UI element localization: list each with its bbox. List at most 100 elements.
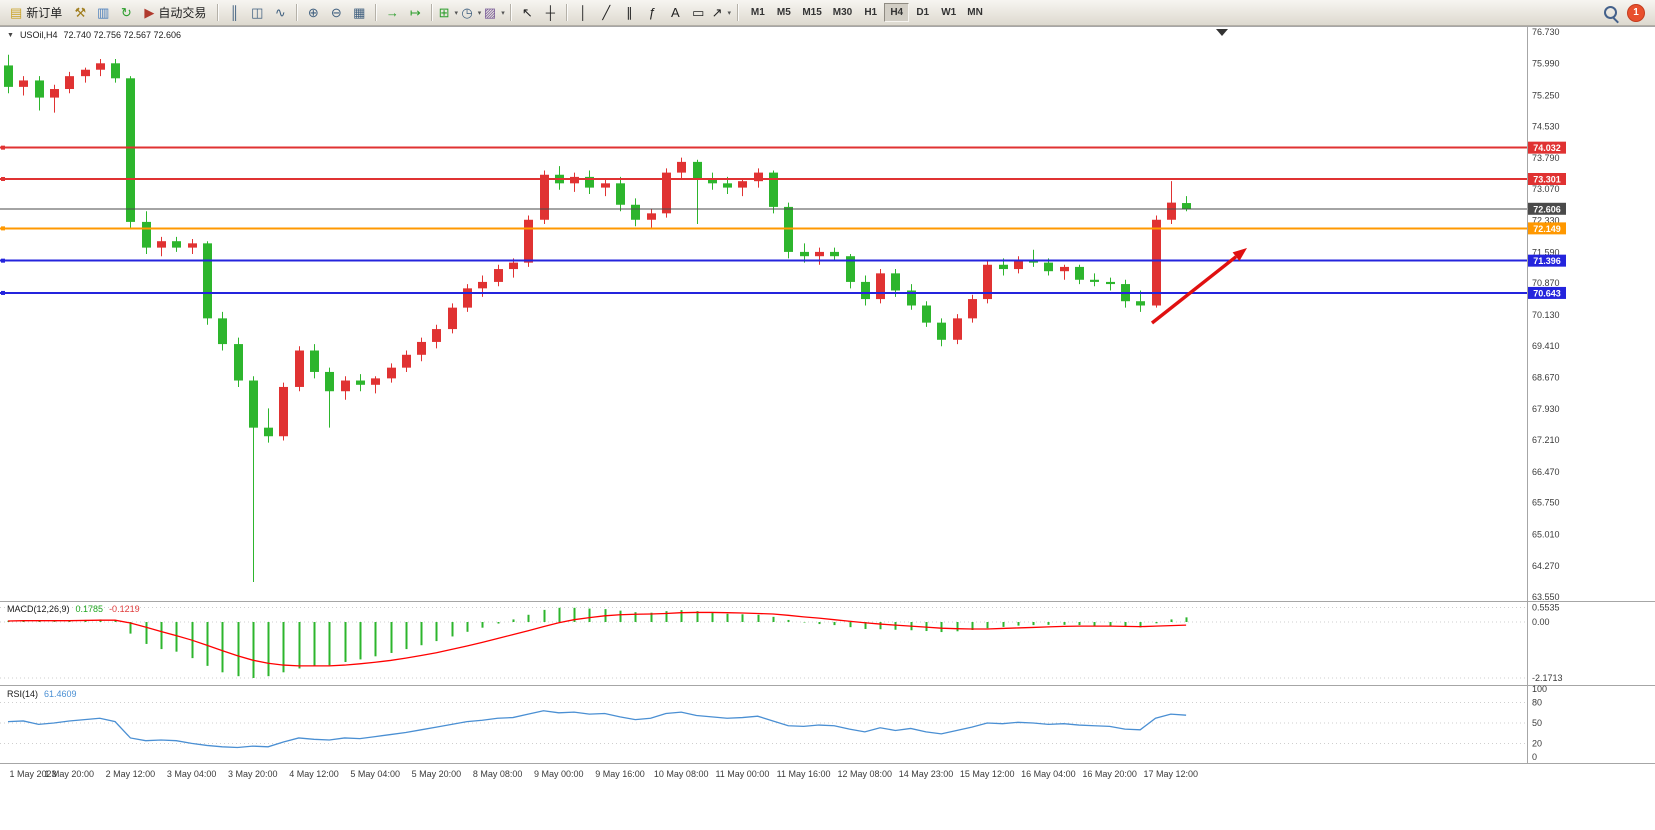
svg-text:3 May 20:00: 3 May 20:00	[228, 769, 278, 779]
market-watch-icon[interactable]: ▥	[92, 2, 114, 23]
timeframe-m15[interactable]: M15	[797, 3, 826, 22]
vertical-line-icon: │	[579, 5, 588, 20]
svg-text:4 May 12:00: 4 May 12:00	[289, 769, 339, 779]
crosshair-icon: ┼	[545, 5, 555, 20]
timeframe-m30[interactable]: M30	[828, 3, 857, 22]
chart-shift-marker[interactable]	[1216, 29, 1228, 36]
cursor-icon[interactable]: ↖	[516, 2, 538, 23]
zoom-out-icon[interactable]: ⊖	[325, 2, 347, 23]
dropdown-caret-icon: ▾	[477, 9, 482, 17]
svg-text:72.330: 72.330	[1532, 216, 1560, 226]
toolbar-separator	[296, 4, 298, 21]
auto-scroll-icon: →	[385, 5, 399, 20]
svg-text:80: 80	[1532, 698, 1542, 708]
timeframe-m1[interactable]: M1	[745, 3, 770, 22]
pivot-line-badge	[1528, 222, 1566, 235]
bid-price-line-badge	[1528, 202, 1566, 215]
new-order-button[interactable]: ▤ 新订单	[4, 2, 68, 23]
timeframe-d1[interactable]: D1	[910, 3, 935, 22]
templates-icon: ▨	[483, 5, 497, 20]
trend-arrow[interactable]	[1150, 255, 1238, 325]
timeframe-w1[interactable]: W1	[936, 3, 961, 22]
svg-text:14 May 23:00: 14 May 23:00	[899, 769, 954, 779]
notification-badge[interactable]: 1	[1627, 3, 1645, 22]
svg-text:5 May 04:00: 5 May 04:00	[350, 769, 400, 779]
magnifier-icon	[1603, 6, 1617, 19]
svg-text:9 May 16:00: 9 May 16:00	[595, 769, 645, 779]
tile-windows-icon[interactable]: ▦	[348, 2, 370, 23]
periods-icon[interactable]: ◷ ▾	[460, 2, 482, 23]
svg-text:0.5535: 0.5535	[1532, 603, 1560, 613]
templates-icon[interactable]: ▨ ▾	[483, 2, 505, 23]
dropdown-caret-icon: ▾	[727, 9, 732, 17]
trendline-icon[interactable]: ╱	[595, 2, 617, 23]
toolbar-separator	[737, 4, 739, 21]
svg-text:70.130: 70.130	[1532, 310, 1560, 320]
trend-arrow-head	[1232, 248, 1247, 261]
shapes-icon: ↗	[711, 5, 723, 20]
vertical-line-icon[interactable]: │	[572, 2, 594, 23]
zoom-in-icon[interactable]: ⊕	[302, 2, 324, 23]
horizontal-levels[interactable]: 74.032 73.301 72.606 72.149 71.396 70.643	[0, 141, 1566, 299]
svg-text:17 May 12:00: 17 May 12:00	[1144, 769, 1199, 779]
timeframe-mn[interactable]: MN	[962, 3, 988, 22]
svg-text:1 May 2023: 1 May 2023	[9, 769, 56, 779]
timeframe-m5[interactable]: M5	[771, 3, 796, 22]
toolbar: ▤ 新订单 ⚒ ▥ ↻ ▶ 自动交易 ║ ◫ ∿ ⊕ ⊖ ▦ → ↦ ⊞ ▾ ◷ ▾ ▨ ▾ ↖ ┼ │ ╱ ∥ ƒ A ▭ ↗ ▾ M1 M5…	[0, 0, 1655, 26]
svg-text:11 May 16:00: 11 May 16:00	[777, 769, 831, 779]
timeframe-h1[interactable]: H1	[858, 3, 883, 22]
svg-text:76.730: 76.730	[1532, 27, 1560, 37]
svg-text:71.396: 71.396	[1533, 256, 1561, 266]
chart-canvas[interactable]: 76.730 75.990 75.250 74.530 73.790 73.070 72.3…	[0, 26, 1655, 816]
shapes-icon[interactable]: ↗ ▾	[710, 2, 732, 23]
support-line-2-badge	[1528, 286, 1566, 299]
metaeditor-icon[interactable]: ⚒	[69, 2, 91, 23]
svg-text:100: 100	[1532, 684, 1547, 694]
line-chart-icon[interactable]: ∿	[269, 2, 291, 23]
refresh-icon[interactable]: ↻	[115, 2, 137, 23]
label-icon[interactable]: ▭	[687, 2, 709, 23]
refresh-icon: ↻	[120, 5, 132, 20]
crosshair-icon[interactable]: ┼	[539, 2, 561, 23]
svg-text:70.870: 70.870	[1532, 278, 1560, 288]
svg-text:75.990: 75.990	[1532, 59, 1560, 69]
candlestick-chart-icon: ◫	[251, 5, 264, 20]
periods-icon: ◷	[461, 5, 473, 20]
dropdown-caret-icon: ▾	[454, 9, 459, 17]
fibonacci-icon[interactable]: ƒ	[641, 2, 663, 23]
support-line-1-badge	[1528, 254, 1566, 267]
metaeditor-icon: ⚒	[74, 5, 87, 20]
svg-text:69.410: 69.410	[1532, 341, 1560, 351]
zoom-out-icon: ⊖	[330, 5, 342, 20]
text-icon[interactable]: A	[664, 2, 686, 23]
resistance-line-2-badge	[1528, 172, 1566, 185]
chart-window[interactable]: 76.730 75.990 75.250 74.530 73.790 73.070 72.3…	[0, 26, 1655, 830]
svg-text:66.470: 66.470	[1532, 467, 1560, 477]
text-icon: A	[670, 5, 680, 20]
candlestick-chart-icon[interactable]: ◫	[246, 2, 268, 23]
new-chart-icon: ⊞	[438, 5, 450, 20]
new-chart-icon[interactable]: ⊞ ▾	[437, 2, 459, 23]
svg-text:71.590: 71.590	[1532, 247, 1560, 257]
timeframe-group: M1 M5 M15 M30 H1 H4 D1 W1 MN	[745, 3, 987, 22]
svg-text:15 May 12:00: 15 May 12:00	[960, 769, 1015, 779]
autotrade-icon: ▶	[144, 5, 155, 20]
autotrade-button[interactable]: ▶ 自动交易	[138, 2, 212, 23]
new-order-icon: ▤	[10, 5, 23, 20]
auto-scroll-icon[interactable]: →	[381, 2, 403, 23]
svg-text:5 May 20:00: 5 May 20:00	[412, 769, 462, 779]
search-icon[interactable]	[1598, 1, 1622, 24]
annotations	[1150, 29, 1247, 325]
timeframe-h4[interactable]: H4	[884, 3, 910, 22]
autotrade-button-label: 自动交易	[158, 6, 207, 20]
svg-text:20: 20	[1532, 738, 1542, 748]
fibonacci-icon: ƒ	[648, 5, 656, 20]
channel-icon[interactable]: ∥	[618, 2, 640, 23]
svg-text:72.149: 72.149	[1533, 224, 1561, 234]
svg-text:2 May 12:00: 2 May 12:00	[106, 769, 156, 779]
bar-chart-icon[interactable]: ║	[223, 2, 245, 23]
chart-shift-icon[interactable]: ↦	[404, 2, 426, 23]
price-axis[interactable]: 76.730 75.990 75.250 74.530 73.790 73.070 72.3…	[1532, 27, 1563, 762]
grid-lines	[0, 26, 1655, 764]
